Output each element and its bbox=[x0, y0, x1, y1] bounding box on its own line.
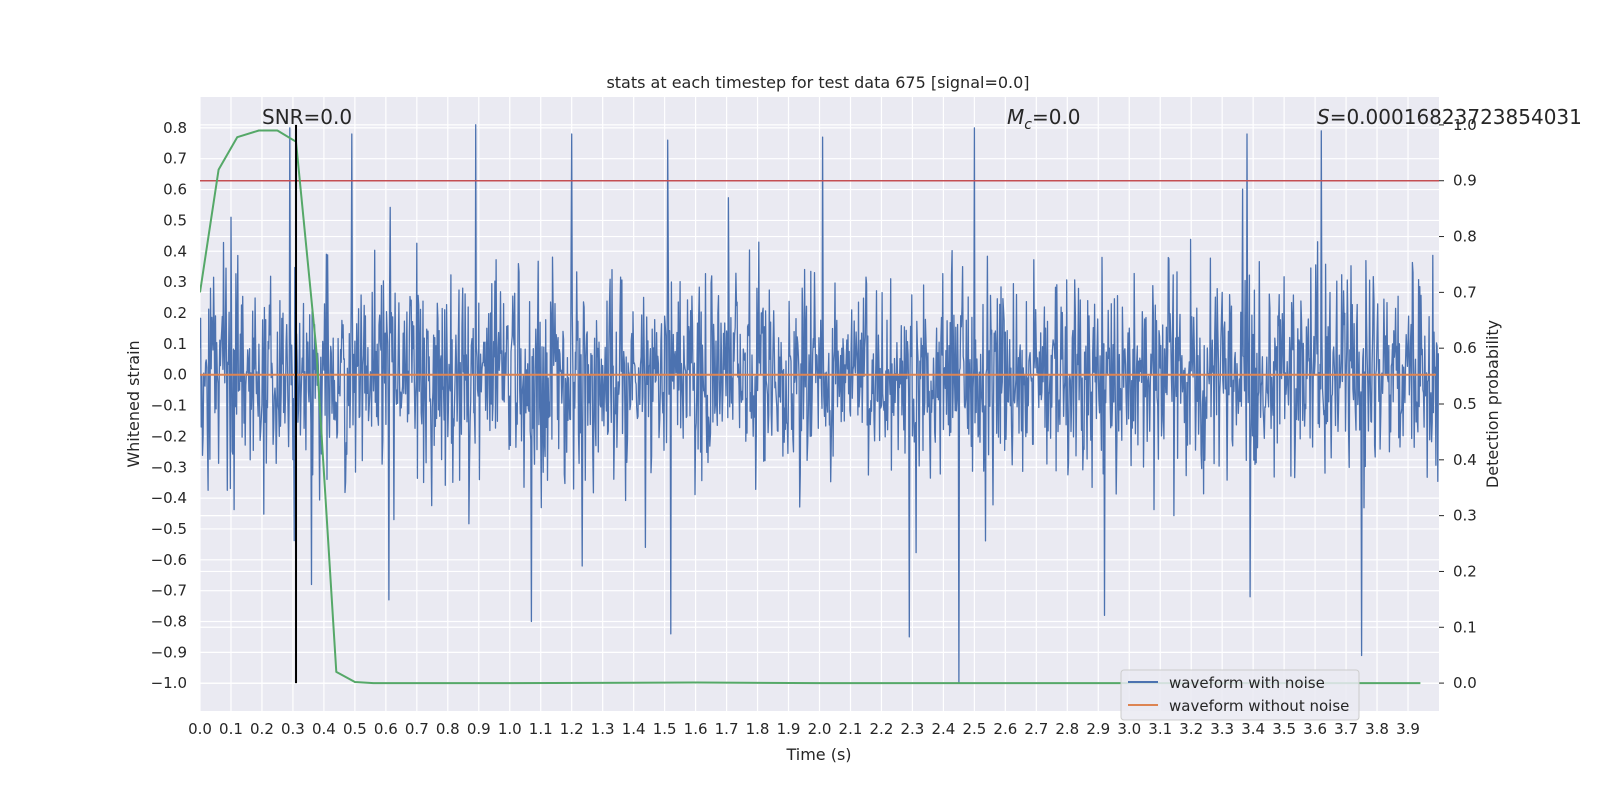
x-tick-label: 3.9 bbox=[1396, 720, 1420, 738]
x-tick-label: 3.6 bbox=[1303, 720, 1327, 738]
x-tick-label: 0.6 bbox=[374, 720, 398, 738]
y-tick-label: −0.9 bbox=[151, 643, 187, 661]
x-tick-label: 1.2 bbox=[560, 720, 584, 738]
plot-series-group bbox=[200, 124, 1439, 685]
x-tick-label: 2.6 bbox=[993, 720, 1017, 738]
s-symbol: S bbox=[1317, 105, 1330, 129]
y-tick-label: 0.0 bbox=[163, 366, 187, 384]
s-annotation: S=0.00016823723854031 bbox=[1317, 105, 1582, 129]
y-tick-label: −0.1 bbox=[151, 397, 187, 415]
y-tick-label: 0.4 bbox=[163, 242, 187, 260]
y-tick-label: −0.7 bbox=[151, 582, 187, 600]
x-tick-label: 2.3 bbox=[900, 720, 924, 738]
x-tick-label: 1.9 bbox=[777, 720, 801, 738]
y2-axis-label: Detection probability bbox=[1483, 320, 1502, 488]
x-tick-label: 2.1 bbox=[839, 720, 863, 738]
x-axis-label: Time (s) bbox=[785, 745, 851, 764]
snr-annotation: SNR=0.0 bbox=[262, 105, 352, 129]
x-tick-label: 0.4 bbox=[312, 720, 336, 738]
x-tick-label: 3.2 bbox=[1179, 720, 1203, 738]
y-tick-label: 0.5 bbox=[163, 211, 187, 229]
y-tick-label: −1.0 bbox=[151, 674, 187, 692]
x-tick-label: 0.1 bbox=[219, 720, 243, 738]
mc-symbol: M bbox=[1007, 105, 1024, 129]
y2-tick-label: 0.4 bbox=[1453, 451, 1477, 469]
y2-tick-label: 0.1 bbox=[1453, 618, 1477, 636]
series-detection-probability bbox=[200, 129, 1421, 685]
x-tick-label: 1.1 bbox=[529, 720, 553, 738]
y-tick-label: 0.1 bbox=[163, 335, 187, 353]
x-tick-label: 3.1 bbox=[1148, 720, 1172, 738]
x-tick-label: 0.0 bbox=[188, 720, 212, 738]
y-axis-label: Whitened strain bbox=[124, 340, 143, 467]
y-tick-label: 0.7 bbox=[163, 150, 187, 168]
x-tick-label: 3.3 bbox=[1210, 720, 1234, 738]
y2-tick-label: 0.6 bbox=[1453, 339, 1477, 357]
x-tick-label: 0.7 bbox=[405, 720, 429, 738]
x-tick-label: 3.8 bbox=[1365, 720, 1389, 738]
x-tick-label: 2.0 bbox=[808, 720, 832, 738]
x-tick-label: 1.5 bbox=[653, 720, 677, 738]
x-tick-label: 2.8 bbox=[1055, 720, 1079, 738]
y2-tick-label: 0.0 bbox=[1453, 674, 1477, 692]
y2-tick-label: 0.7 bbox=[1453, 283, 1477, 301]
legend-label-noise: waveform with noise bbox=[1169, 674, 1325, 692]
x-tick-label: 3.5 bbox=[1272, 720, 1296, 738]
x-tick-label: 1.3 bbox=[591, 720, 615, 738]
x-tick-label: 0.5 bbox=[343, 720, 367, 738]
y-tick-label: −0.2 bbox=[151, 427, 187, 445]
x-tick-label: 2.2 bbox=[870, 720, 894, 738]
y2-tick-label: 0.5 bbox=[1453, 395, 1477, 413]
y2-tick-label: 0.9 bbox=[1453, 172, 1477, 190]
y-tick-label: −0.5 bbox=[151, 520, 187, 538]
y-tick-label: −0.8 bbox=[151, 613, 187, 631]
x-tick-label: 3.7 bbox=[1334, 720, 1358, 738]
x-tick-label: 0.8 bbox=[436, 720, 460, 738]
mc-subscript: c bbox=[1024, 117, 1032, 133]
series-waveform-with-noise bbox=[200, 124, 1439, 684]
x-tick-label: 1.8 bbox=[746, 720, 770, 738]
x-tick-label: 3.0 bbox=[1117, 720, 1141, 738]
series-layer bbox=[200, 124, 1439, 685]
y-tick-label: 0.6 bbox=[163, 181, 187, 199]
y-tick-label: −0.4 bbox=[151, 489, 187, 507]
x-tick-label: 0.2 bbox=[250, 720, 274, 738]
y2-axis-ticks: 1.0 0.9 0.8 0.7 0.6 0.5 0.4 0.3 0.2 0.1 0.0 bbox=[1439, 116, 1477, 692]
x-tick-label: 2.4 bbox=[931, 720, 955, 738]
x-tick-label: 1.7 bbox=[715, 720, 739, 738]
y2-tick-label: 0.2 bbox=[1453, 562, 1477, 580]
legend: waveform with noise waveform without noi… bbox=[1120, 669, 1360, 721]
x-tick-label: 1.4 bbox=[622, 720, 646, 738]
x-axis-ticks: 0.0 0.1 0.2 0.3 0.4 0.5 0.6 0.7 0.8 0.9 1.0 1.1 1.2 1… bbox=[188, 720, 1420, 738]
y-tick-label: −0.3 bbox=[151, 458, 187, 476]
x-tick-label: 2.9 bbox=[1086, 720, 1110, 738]
x-tick-label: 0.3 bbox=[281, 720, 305, 738]
x-tick-label: 3.4 bbox=[1241, 720, 1265, 738]
mc-annotation: Mc=0.0 bbox=[1007, 105, 1081, 133]
x-tick-label: 1.0 bbox=[498, 720, 522, 738]
legend-label-clean: waveform without noise bbox=[1169, 697, 1349, 715]
x-tick-label: 0.9 bbox=[467, 720, 491, 738]
x-tick-label: 1.6 bbox=[684, 720, 708, 738]
y2-tick-label: 0.8 bbox=[1453, 228, 1477, 246]
y-axis-ticks: 0.8 0.7 0.6 0.5 0.4 0.3 0.2 0.1 0.0 −0.1 −0.2 −0.3 −… bbox=[151, 119, 187, 692]
y2-tick-label: 1.0 bbox=[1453, 116, 1477, 134]
y-tick-label: −0.6 bbox=[151, 551, 187, 569]
x-tick-label: 2.5 bbox=[962, 720, 986, 738]
y2-tick-label: 0.3 bbox=[1453, 507, 1477, 525]
chart-title: stats at each timestep for test data 675… bbox=[606, 73, 1029, 92]
s-value: =0.00016823723854031 bbox=[1330, 105, 1582, 129]
mc-value: =0.0 bbox=[1032, 105, 1081, 129]
legend-box bbox=[1120, 669, 1360, 721]
y-tick-label: 0.8 bbox=[163, 119, 187, 137]
y-tick-label: 0.3 bbox=[163, 273, 187, 291]
annotations: SNR=0.0 Mc=0.0 S=0.00016823723854031 bbox=[262, 105, 1582, 133]
x-tick-label: 2.7 bbox=[1024, 720, 1048, 738]
y-tick-label: 0.2 bbox=[163, 304, 187, 322]
